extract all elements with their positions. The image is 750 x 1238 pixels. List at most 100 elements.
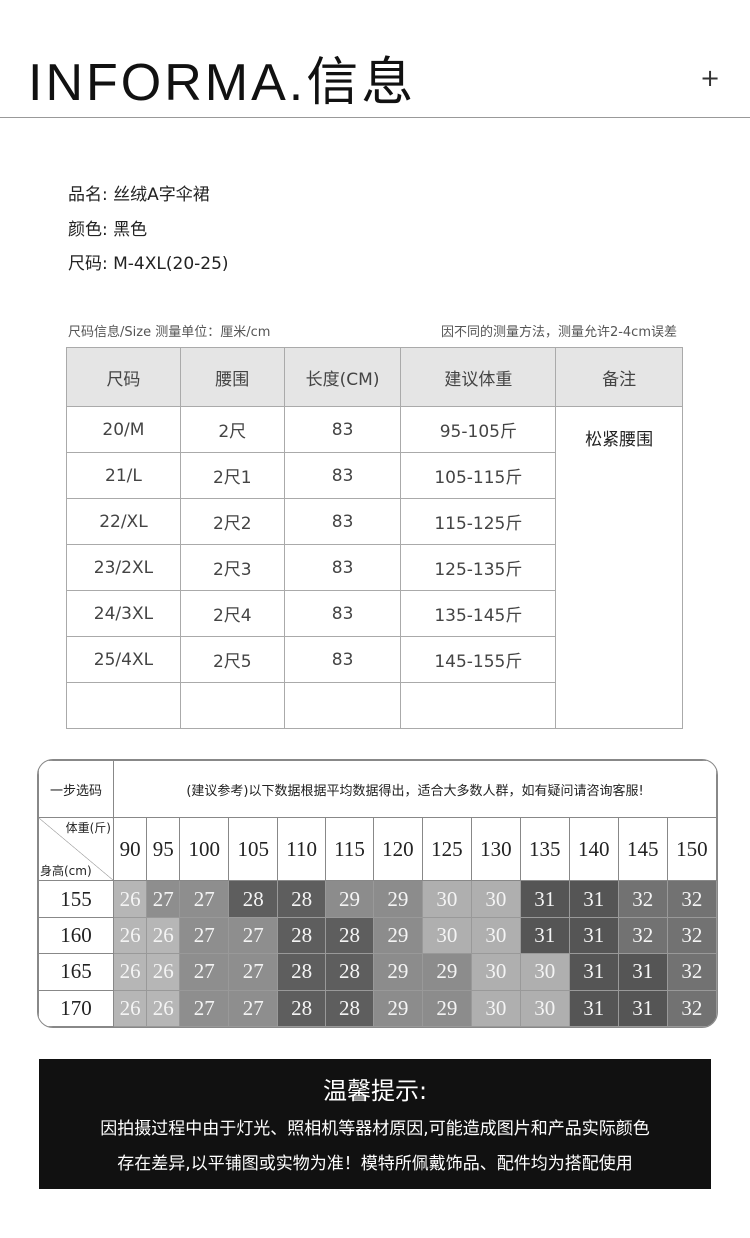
weight-header: 115 — [325, 817, 374, 882]
size-value-cell: 27 — [228, 989, 279, 1027]
size-cell: 2尺2 — [179, 498, 285, 545]
grid-row: 165 26 26 27 27 28 28 29 29 30 30 31 31 32 — [38, 953, 717, 991]
size-header-cell: 建议体重 — [400, 347, 557, 407]
weight-header: 135 — [519, 817, 570, 882]
size-value-cell: 30 — [470, 880, 521, 918]
notice-title: 温馨提示: — [322, 1077, 428, 1105]
size-value-cell: 27 — [228, 916, 279, 955]
size-value-cell: 30 — [421, 880, 472, 918]
size-value-cell: 29 — [372, 989, 423, 1027]
weight-header: 90 — [112, 817, 148, 882]
size-header-cell: 备注 — [555, 347, 683, 407]
size-cell: 2尺4 — [179, 590, 285, 637]
product-color: 颜色: 黑色 — [68, 220, 148, 240]
size-row: 22/XL 2尺2 83 115-125斤 — [66, 498, 683, 545]
size-value-cell: 32 — [666, 880, 717, 918]
notice-box: 温馨提示: 因拍摄过程中由于灯光、照相机等器材原因,可能造成图片和产品实际颜色 … — [39, 1059, 711, 1189]
size-value-cell: 28 — [277, 916, 327, 955]
height-header: 155 — [38, 880, 114, 918]
size-cell: 145-155斤 — [400, 636, 557, 683]
size-row: 24/3XL 2尺4 83 135-145斤 — [66, 590, 683, 637]
size-value-cell: 29 — [372, 953, 423, 991]
size-cell-empty — [66, 682, 181, 729]
size-cell: 2尺 — [179, 406, 285, 453]
grid-row: 170 26 26 27 27 28 28 29 29 30 30 31 31 32 — [38, 989, 717, 1027]
size-row: 21/L 2尺1 83 105-115斤 — [66, 452, 683, 499]
size-cell: 21/L — [66, 452, 181, 499]
size-cell: 135-145斤 — [400, 590, 557, 637]
weight-header: 110 — [277, 817, 327, 882]
size-value-cell: 32 — [666, 953, 717, 991]
size-value-cell: 26 — [112, 916, 148, 955]
size-caption-left: 尺码信息/Size 测量单位：厘米/cm — [68, 325, 271, 340]
plus-icon[interactable]: + — [700, 64, 721, 92]
size-value-cell: 31 — [568, 880, 619, 918]
size-value-cell: 30 — [421, 916, 472, 955]
size-value-cell: 28 — [277, 989, 327, 1027]
size-cell: 83 — [283, 544, 402, 591]
size-value-cell: 26 — [146, 953, 181, 991]
size-cell-empty — [179, 682, 285, 729]
size-value-cell: 27 — [179, 989, 230, 1027]
size-value-cell: 32 — [617, 916, 668, 955]
size-cell: 95-105斤 — [400, 406, 557, 453]
size-value-cell: 30 — [470, 916, 521, 955]
size-value-cell: 29 — [421, 953, 472, 991]
weight-header: 150 — [666, 817, 717, 882]
grid-row: 155 26 27 27 28 28 29 29 30 30 31 31 32 32 — [38, 880, 717, 918]
weight-header: 140 — [568, 817, 619, 882]
size-value-cell: 31 — [568, 989, 619, 1027]
size-grid: 一步选码 (建议参考)以下数据根据平均数据得出，适合大多数人群，如有疑问请咨询客… — [37, 759, 718, 1028]
size-value-cell: 31 — [617, 953, 668, 991]
size-cell: 24/3XL — [66, 590, 181, 637]
size-cell: 83 — [283, 636, 402, 683]
size-value-cell: 31 — [568, 916, 619, 955]
product-name: 品名: 丝绒A字伞裙 — [68, 185, 210, 205]
size-value-cell: 30 — [470, 989, 521, 1027]
grid-axis-labels: 体重(斤) 身高(cm) — [38, 817, 114, 882]
size-value-cell: 26 — [112, 953, 148, 991]
size-value-cell: 28 — [277, 880, 327, 918]
size-value-cell: 26 — [112, 989, 148, 1027]
notice-line-2: 存在差异,以平铺图或实物为准！模特所佩戴饰品、配件均为搭配使用 — [117, 1154, 633, 1174]
size-caption-right: 因不同的测量方法，测量允许2-4cm误差 — [440, 325, 677, 340]
size-value-cell: 28 — [325, 953, 374, 991]
size-value-cell: 32 — [617, 880, 668, 918]
weight-header: 100 — [179, 817, 230, 882]
size-cell: 83 — [283, 590, 402, 637]
grid-notice: (建议参考)以下数据根据平均数据得出，适合大多数人群，如有疑问请咨询客服! — [113, 760, 717, 819]
size-value-cell: 29 — [372, 880, 423, 918]
size-row: 23/2XL 2尺3 83 125-135斤 — [66, 544, 683, 591]
size-value-cell: 27 — [146, 880, 181, 918]
size-cell-empty — [400, 682, 557, 729]
size-value-cell: 29 — [372, 916, 423, 955]
size-value-cell: 29 — [325, 880, 374, 918]
size-value-cell: 28 — [228, 880, 279, 918]
height-header: 160 — [38, 916, 114, 955]
divider — [0, 117, 750, 118]
size-row: 20/M 2尺 83 95-105斤 松紧腰围 — [66, 406, 683, 729]
size-header-cell: 尺码 — [66, 347, 181, 407]
size-cell: 22/XL — [66, 498, 181, 545]
height-header: 170 — [38, 989, 114, 1027]
size-value-cell: 26 — [146, 916, 181, 955]
weight-label: 体重(斤) — [65, 821, 111, 836]
size-note: 松紧腰围 — [555, 406, 683, 729]
size-value-cell: 31 — [519, 880, 570, 918]
size-cell: 2尺5 — [179, 636, 285, 683]
height-label: 身高(cm) — [40, 864, 92, 879]
size-value-cell: 32 — [666, 989, 717, 1027]
size-value-cell: 30 — [470, 953, 521, 991]
size-cell: 2尺1 — [179, 452, 285, 499]
weight-header: 105 — [228, 817, 279, 882]
brand-logo: INFORMA.信息 — [28, 54, 417, 112]
size-row: 25/4XL 2尺5 83 145-155斤 — [66, 636, 683, 683]
size-value-cell: 26 — [146, 989, 181, 1027]
grid-row: 160 26 26 27 27 28 28 29 30 30 31 31 32 32 — [38, 916, 717, 955]
size-cell: 83 — [283, 452, 402, 499]
size-cell: 2尺3 — [179, 544, 285, 591]
weight-header: 120 — [372, 817, 423, 882]
size-cell: 83 — [283, 406, 402, 453]
size-value-cell: 27 — [179, 880, 230, 918]
size-cell: 23/2XL — [66, 544, 181, 591]
